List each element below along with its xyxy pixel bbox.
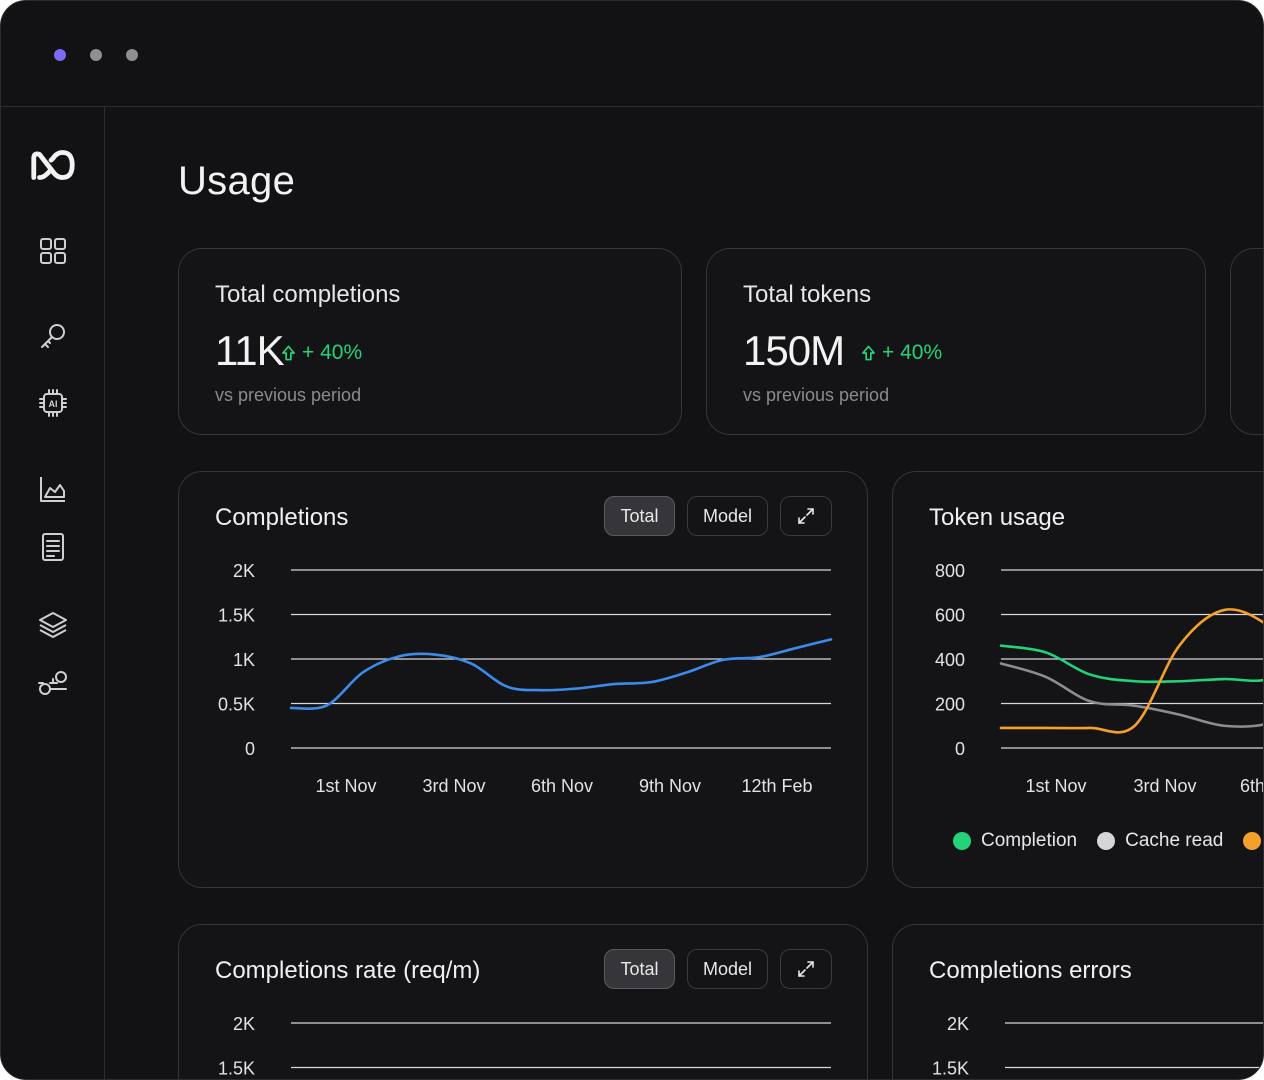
y-tick-label: 0.5K <box>218 695 255 715</box>
legend-item-completion[interactable]: Completion <box>953 830 1077 852</box>
card-title: Token usage <box>929 504 1066 531</box>
key-icon[interactable] <box>33 317 73 357</box>
completions-card: Completions Total Model 2K 1.5K 1K 0.5K 0 1st… <box>178 471 868 888</box>
y-tick-label: 400 <box>935 650 965 670</box>
stat-label: Total completions <box>215 281 401 308</box>
legend-item-partial[interactable] <box>1243 830 1262 852</box>
y-tick-label: 2K <box>233 561 255 581</box>
sidebar: AI <box>1 107 105 1079</box>
legend-label: Cache read <box>1125 830 1224 851</box>
card-title: Completions <box>215 504 349 531</box>
dashboard-grid-icon[interactable] <box>33 231 73 271</box>
svg-text:AI: AI <box>49 399 58 409</box>
title-bar <box>1 1 1263 107</box>
model-toggle-button[interactable]: Model <box>687 949 768 989</box>
y-tick-label: 600 <box>935 606 965 626</box>
expand-icon <box>798 508 814 524</box>
expand-button[interactable] <box>780 949 832 989</box>
legend-swatch <box>1243 832 1262 850</box>
series-line <box>999 662 1263 728</box>
area-chart-icon[interactable] <box>33 469 73 509</box>
completions-errors-chart: 2K 1.5K <box>932 1014 1263 1079</box>
stat-delta-text: + 40% <box>882 341 943 364</box>
window-dot-2[interactable] <box>90 49 102 61</box>
completions-chart: 2K 1.5K 1K 0.5K 0 1st Nov 3rd Nov 6th Nov 9th No… <box>218 561 833 796</box>
expand-icon <box>798 961 814 977</box>
x-tick-label: 3rd Nov <box>1133 776 1196 796</box>
arrow-up-icon <box>282 345 295 361</box>
stat-delta: + 40% <box>281 341 362 365</box>
completions-rate-chart: 2K 1.5K <box>218 1014 831 1079</box>
stat-delta: + 40% <box>861 341 942 365</box>
y-tick-label: 800 <box>935 561 965 581</box>
ai-chip-icon[interactable]: AI <box>33 383 73 423</box>
y-tick-label: 200 <box>935 695 965 715</box>
y-tick-label: 1.5K <box>218 606 255 626</box>
legend-swatch <box>953 832 971 850</box>
model-toggle-button[interactable]: Model <box>687 496 768 536</box>
key-settings-icon[interactable] <box>33 663 73 703</box>
legend-swatch <box>1097 832 1116 850</box>
stat-subtitle: vs previous period <box>743 385 890 405</box>
total-toggle-button[interactable]: Total <box>604 496 675 536</box>
x-tick-label: 9th Nov <box>639 776 701 796</box>
stat-card-tokens: Total tokens 150M + 40% vs previous peri… <box>706 248 1206 435</box>
y-tick-label: 0 <box>955 739 965 759</box>
x-tick-label: 6th Nov <box>1240 776 1264 796</box>
page-title: Usage <box>178 159 296 203</box>
series-line <box>999 644 1263 684</box>
x-tick-label: 12th Feb <box>741 776 812 796</box>
y-tick-label: 2K <box>947 1014 969 1034</box>
stat-value: 150M <box>743 327 845 374</box>
x-tick-label: 1st Nov <box>1025 776 1086 796</box>
window-dot-3[interactable] <box>126 49 138 61</box>
arrow-up-icon <box>862 345 875 361</box>
window-dot-1[interactable] <box>54 49 66 61</box>
completions-errors-card: Completions errors 2K 1.5K <box>892 924 1263 1079</box>
legend-label: Completion <box>981 830 1078 851</box>
stat-value: 11K <box>215 327 285 374</box>
series-line <box>999 608 1263 734</box>
stat-label: Total tokens <box>743 281 872 308</box>
x-tick-label: 1st Nov <box>315 776 376 796</box>
series-line <box>289 638 833 710</box>
stat-delta-text: + 40% <box>302 341 363 364</box>
y-tick-label: 1.5K <box>932 1059 969 1079</box>
total-toggle-button[interactable]: Total <box>604 949 675 989</box>
layers-icon[interactable] <box>33 605 73 645</box>
chart-legend: Completion Cache read <box>953 830 1262 852</box>
expand-button[interactable] <box>780 496 832 536</box>
stat-card-partial <box>1230 248 1263 435</box>
token-usage-chart: 800 600 400 200 0 1st Nov 3rd Nov 6th Nov <box>935 561 1264 796</box>
token-usage-card: Token usage 800 600 400 200 0 1st Nov 3rd Nov 6… <box>892 471 1264 888</box>
legend-item-cache-read[interactable]: Cache read <box>1097 830 1223 852</box>
stat-subtitle: vs previous period <box>215 385 362 405</box>
logo-icon[interactable] <box>27 145 79 185</box>
completions-rate-card: Completions rate (req/m) Total Model 2K 1… <box>178 924 868 1079</box>
card-title: Completions errors <box>929 957 1132 984</box>
y-tick-label: 2K <box>233 1014 255 1034</box>
card-title: Completions rate (req/m) <box>215 957 481 984</box>
y-tick-label: 1.5K <box>218 1059 255 1079</box>
y-tick-label: 1K <box>233 650 255 670</box>
y-tick-label: 0 <box>245 739 255 759</box>
stat-card-completions: Total completions 11K + 40% vs previous … <box>178 248 682 435</box>
document-icon[interactable] <box>33 527 73 567</box>
x-tick-label: 6th Nov <box>531 776 593 796</box>
x-tick-label: 3rd Nov <box>422 776 485 796</box>
